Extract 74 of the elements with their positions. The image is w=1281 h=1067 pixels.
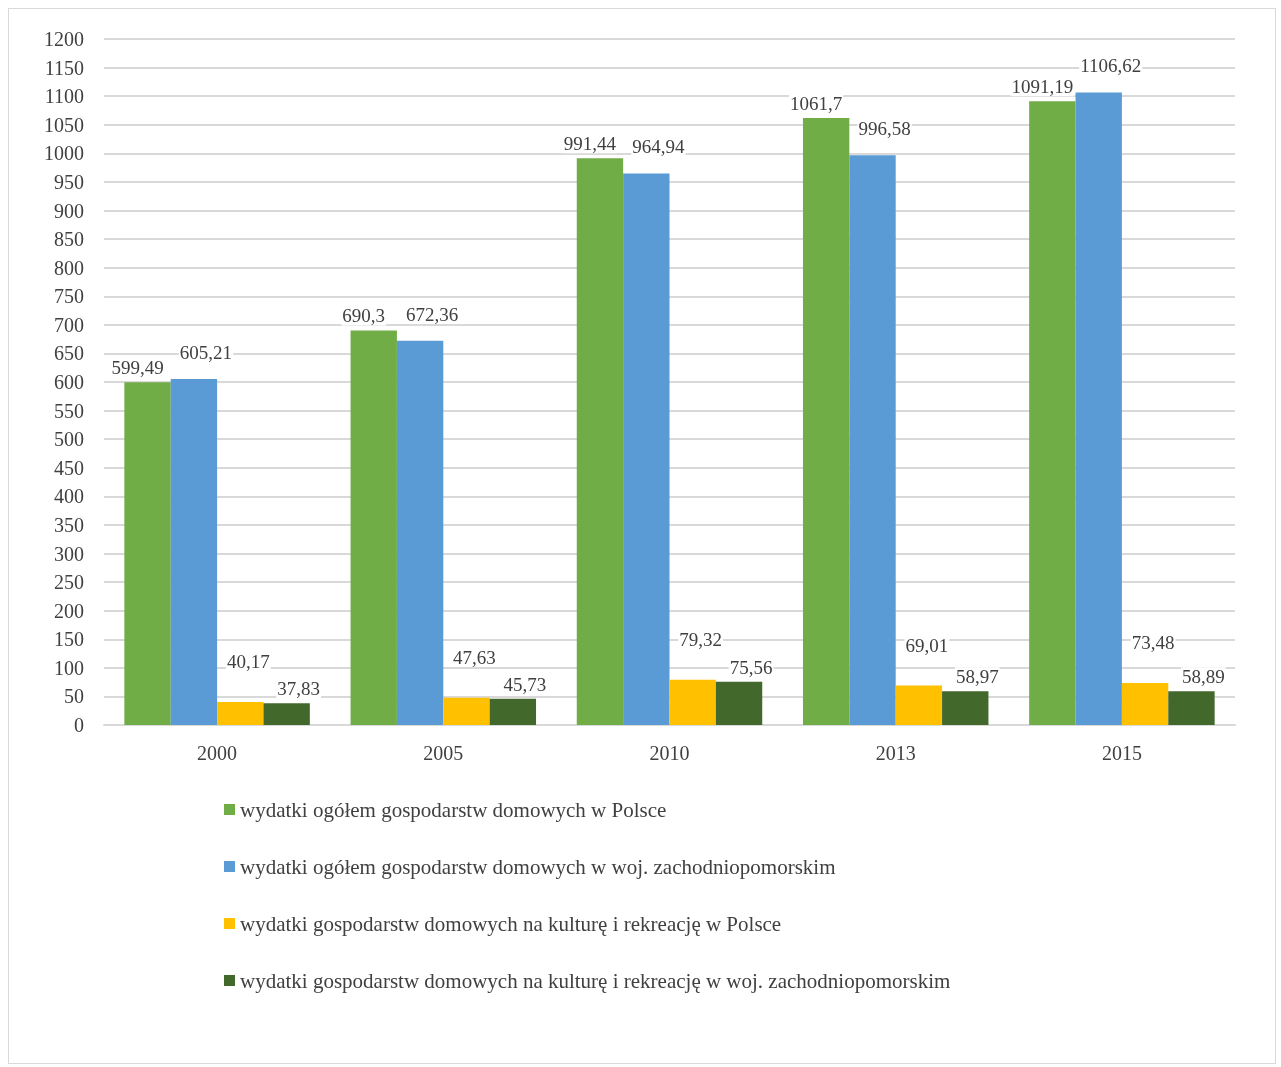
y-tick-label: 1000 bbox=[44, 142, 84, 165]
y-tick-label: 650 bbox=[54, 342, 84, 365]
y-tick-label: 450 bbox=[54, 456, 84, 479]
y-tick-label: 400 bbox=[54, 485, 84, 508]
data-label: 58,89 bbox=[1182, 666, 1225, 688]
y-tick-label: 250 bbox=[54, 571, 84, 594]
data-label: 1061,7 bbox=[790, 93, 843, 115]
data-label: 1106,62 bbox=[1080, 55, 1142, 77]
bar bbox=[170, 379, 218, 725]
y-tick-label: 0 bbox=[74, 714, 84, 736]
data-label: 672,36 bbox=[405, 303, 459, 325]
y-tick-label: 1200 bbox=[44, 28, 84, 50]
bar bbox=[1121, 682, 1169, 725]
y-tick-label: 1050 bbox=[44, 113, 84, 136]
data-label: 75,56 bbox=[729, 656, 773, 678]
bar bbox=[802, 118, 850, 725]
y-tick-label: 500 bbox=[54, 428, 84, 451]
data-label: 690,3 bbox=[342, 305, 386, 327]
y-tick-label: 850 bbox=[54, 228, 84, 251]
data-label: 47,63 bbox=[453, 646, 496, 668]
bar bbox=[1029, 101, 1076, 725]
bar bbox=[576, 158, 624, 725]
bar bbox=[849, 155, 896, 725]
legend-label: wydatki gospodarstw domowych na kulturę i rekreację w woj. zachodniopomorskim bbox=[240, 968, 951, 993]
data-label: 605,21 bbox=[179, 342, 233, 364]
legend-label: wydatki gospodarstw domowych na kulturę i rekreację w Polsce bbox=[240, 911, 782, 936]
data-label: 73,48 bbox=[1131, 631, 1175, 653]
y-tick-label: 550 bbox=[54, 399, 84, 422]
y-tick-label: 50 bbox=[64, 685, 84, 708]
data-label: 69,01 bbox=[905, 634, 949, 656]
data-label: 45,73 bbox=[503, 673, 547, 695]
y-tick-label: 600 bbox=[54, 371, 84, 393]
bar bbox=[489, 698, 537, 725]
bar bbox=[396, 340, 444, 725]
data-label: 58,97 bbox=[955, 666, 999, 688]
y-tick-label: 800 bbox=[54, 256, 84, 279]
y-tick-label: 150 bbox=[54, 628, 84, 651]
x-tick-label: 2013 bbox=[875, 742, 916, 764]
data-label: 79,32 bbox=[679, 628, 723, 650]
data-label: 964,94 bbox=[632, 136, 685, 158]
y-tick-label: 750 bbox=[54, 285, 84, 308]
y-tick-label: 700 bbox=[54, 313, 84, 336]
data-label: 599,49 bbox=[111, 357, 164, 379]
y-tick-label: 1100 bbox=[44, 85, 84, 108]
legend-label: wydatki ogółem gospodarstw domowych w woj. zachodniopomorskim bbox=[240, 854, 836, 879]
y-tick-label: 950 bbox=[54, 170, 84, 193]
y-tick-label: 200 bbox=[54, 599, 84, 622]
x-tick-label: 2010 bbox=[649, 742, 690, 764]
legend-label: wydatki ogółem gospodarstw domowych w Polsce bbox=[240, 797, 667, 822]
bar bbox=[350, 330, 397, 725]
y-tick-label: 900 bbox=[54, 199, 84, 222]
data-label: 37,83 bbox=[277, 678, 321, 700]
data-label: 1091,19 bbox=[1011, 76, 1074, 98]
y-tick-label: 1150 bbox=[44, 56, 84, 79]
bar bbox=[895, 685, 943, 725]
bar bbox=[623, 173, 670, 725]
data-label: 991,44 bbox=[563, 133, 617, 155]
y-tick-label: 100 bbox=[54, 656, 84, 679]
bar bbox=[263, 703, 310, 725]
data-label: 40,17 bbox=[226, 651, 270, 673]
bar bbox=[443, 697, 490, 725]
bar bbox=[1075, 92, 1122, 725]
bar bbox=[942, 691, 989, 725]
bar bbox=[669, 679, 716, 725]
x-tick-label: 2005 bbox=[423, 742, 464, 764]
y-tick-label: 300 bbox=[54, 542, 84, 565]
bar bbox=[217, 702, 264, 725]
y-tick-label: 350 bbox=[54, 513, 84, 536]
x-tick-label: 2015 bbox=[1101, 742, 1142, 764]
bar bbox=[124, 382, 171, 725]
bar bbox=[715, 681, 763, 725]
data-label: 996,58 bbox=[858, 118, 911, 140]
bar bbox=[1168, 691, 1215, 725]
x-tick-label: 2000 bbox=[197, 742, 238, 764]
